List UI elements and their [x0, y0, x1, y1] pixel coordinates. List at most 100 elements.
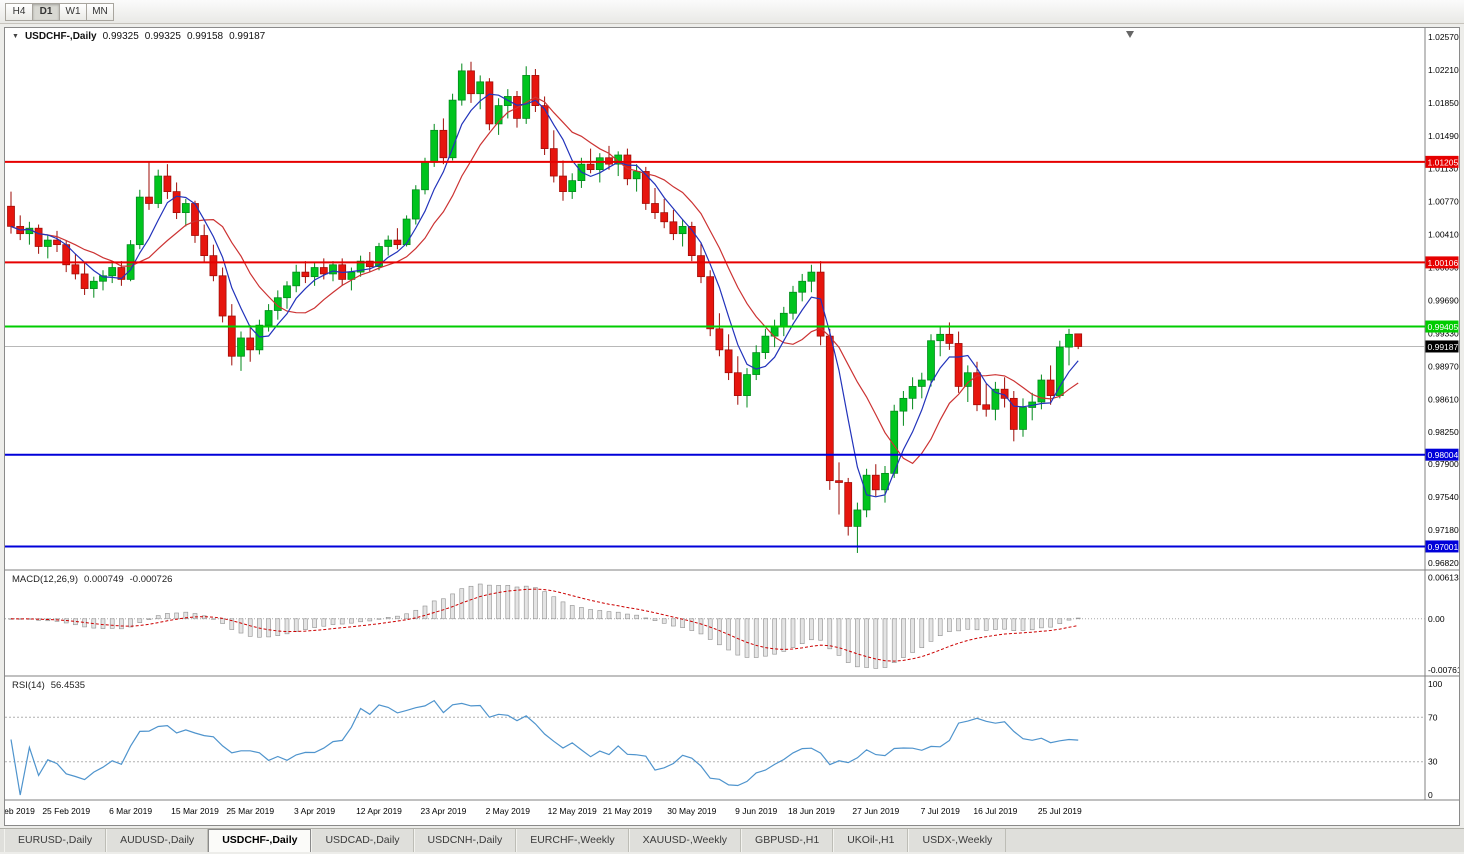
macd-histogram-bar: [1002, 618, 1007, 630]
macd-histogram-bar: [358, 618, 363, 623]
candle-body: [881, 472, 889, 491]
chart-canvas[interactable]: 1.02570 1.02210 1.01850 1.01490 1.01130 1.007…: [5, 28, 1459, 825]
symbol-dropdown-icon[interactable]: ▼: [12, 33, 19, 40]
candle-body: [53, 239, 61, 246]
candle-body: [218, 275, 227, 317]
candle-body: [752, 352, 761, 375]
candle-body: [862, 474, 871, 511]
macd-histogram-bar: [763, 618, 768, 657]
candle-body: [522, 75, 531, 119]
macd-histogram-bar: [1039, 618, 1044, 629]
macd-histogram-bar: [652, 618, 658, 621]
macd-histogram-bar: [744, 618, 750, 658]
price-axis-label: 1.02210: [1428, 65, 1459, 75]
candle-body: [908, 386, 917, 399]
rsi-axis-label: 0: [1428, 790, 1433, 800]
macd-histogram-bar: [174, 612, 179, 620]
macd-histogram-bar: [1048, 618, 1053, 628]
candle-body: [899, 397, 908, 412]
rsi-axis-label: 100: [1428, 679, 1442, 689]
chart-tab-ukoil-h1[interactable]: UKOil-,H1: [833, 829, 909, 852]
macd-histogram-bar: [661, 618, 667, 624]
macd-histogram-bar: [238, 618, 244, 634]
macd-histogram-bar: [864, 618, 869, 668]
candle-body: [945, 333, 954, 344]
candle-body: [393, 239, 402, 246]
macd-histogram-bar: [109, 618, 115, 629]
macd-histogram-bar: [818, 618, 823, 641]
macd-histogram-bar: [698, 618, 704, 635]
candle-body: [402, 218, 411, 246]
macd-histogram-bar: [588, 609, 593, 620]
timeframe-button-d1[interactable]: D1: [32, 2, 60, 21]
macd-histogram-bar: [201, 615, 207, 620]
chart-shift-marker[interactable]: [1126, 31, 1134, 38]
chart-tab-usdchf-daily[interactable]: USDCHF-,Daily: [208, 829, 312, 852]
chart-tab-audusd-daily[interactable]: AUDUSD-,Daily: [106, 829, 209, 852]
price-tag: [1425, 256, 1459, 269]
macd-histogram-bar: [1066, 618, 1072, 621]
price-tag-label: 1.01205: [1428, 157, 1459, 167]
candle-body: [641, 171, 650, 204]
macd-histogram-bar: [146, 618, 152, 620]
candle-body: [678, 225, 687, 235]
macd-histogram-bar: [128, 618, 133, 628]
chart-tab-eurusd-daily[interactable]: EURUSD-,Daily: [4, 829, 107, 852]
timeframe-button-mn[interactable]: MN: [86, 2, 114, 21]
price-tag: [1425, 320, 1459, 333]
timeframe-button-h4[interactable]: H4: [5, 2, 33, 21]
candle-body: [632, 171, 641, 180]
macd-histogram-bar: [882, 618, 888, 668]
date-axis-label: 15 Mar 2019: [171, 806, 219, 816]
macd-histogram-bar: [827, 618, 833, 650]
candle-body: [973, 372, 981, 406]
macd-histogram-bar: [523, 585, 529, 620]
candle-body: [457, 70, 466, 101]
macd-histogram-bar: [569, 605, 575, 620]
candle-body: [34, 227, 43, 247]
price-tag-label: 0.99405: [1428, 322, 1459, 332]
macd-histogram-bar: [349, 618, 354, 624]
candle-body: [540, 105, 549, 149]
price-tag-label: 1.00106: [1428, 258, 1459, 268]
candle-body: [264, 310, 273, 326]
macd-axis-label: -0.00761: [1428, 665, 1459, 675]
date-axis-label: 6 Mar 2019: [109, 806, 152, 816]
macd-histogram-bar: [247, 618, 253, 637]
candle-body: [237, 337, 245, 357]
chart-title: ▼ USDCHF-,Daily 0.99325 0.99325 0.99158 …: [12, 31, 265, 42]
candle-body: [1046, 379, 1055, 396]
macd-histogram-bar: [1029, 618, 1035, 631]
chart-tab-usdx-weekly[interactable]: USDX-,Weekly: [908, 829, 1007, 852]
timeframe-button-w1[interactable]: W1: [59, 2, 87, 21]
chart-tab-eurchf-weekly[interactable]: EURCHF-,Weekly: [516, 829, 629, 852]
macd-histogram-bar: [781, 618, 787, 652]
macd-histogram-bar: [100, 618, 106, 629]
chart-area[interactable]: 1.02570 1.02210 1.01850 1.01490 1.01130 1.007…: [4, 27, 1460, 826]
macd-histogram-bar: [183, 611, 189, 620]
candle-body: [292, 271, 301, 287]
candle-body: [467, 70, 475, 95]
macd-signal-line: [10, 588, 1079, 662]
date-axis-label: 25 Feb 2019: [42, 806, 90, 816]
date-axis-label: 27 Jun 2019: [852, 806, 899, 816]
price-tag-label: 0.98004: [1428, 450, 1459, 460]
macd-main-value: 0.000749: [84, 574, 124, 585]
macd-signal-value: -0.000726: [129, 574, 173, 585]
candle-body: [1074, 333, 1083, 347]
price-axis-label: 1.01490: [1428, 131, 1459, 141]
candle-body: [936, 333, 945, 342]
chart-tab-gbpusd-h1[interactable]: GBPUSD-,H1: [741, 829, 834, 852]
chart-tab-usdcad-daily[interactable]: USDCAD-,Daily: [311, 829, 414, 852]
macd-histogram-bar: [772, 618, 777, 655]
candle-body: [283, 285, 291, 299]
macd-histogram-bar: [1020, 618, 1026, 631]
chart-tab-usdcnh-daily[interactable]: USDCNH-,Daily: [413, 829, 517, 852]
macd-histogram-bar: [790, 618, 796, 648]
price-axis-label: 0.97180: [1428, 525, 1459, 535]
candle-body: [798, 280, 807, 293]
price-axis-label: 0.99330: [1428, 328, 1459, 338]
rsi-name: RSI(14): [12, 680, 45, 691]
date-axis-label: 25 Mar 2019: [226, 806, 274, 816]
chart-tab-xauusd-weekly[interactable]: XAUUSD-,Weekly: [628, 829, 742, 852]
